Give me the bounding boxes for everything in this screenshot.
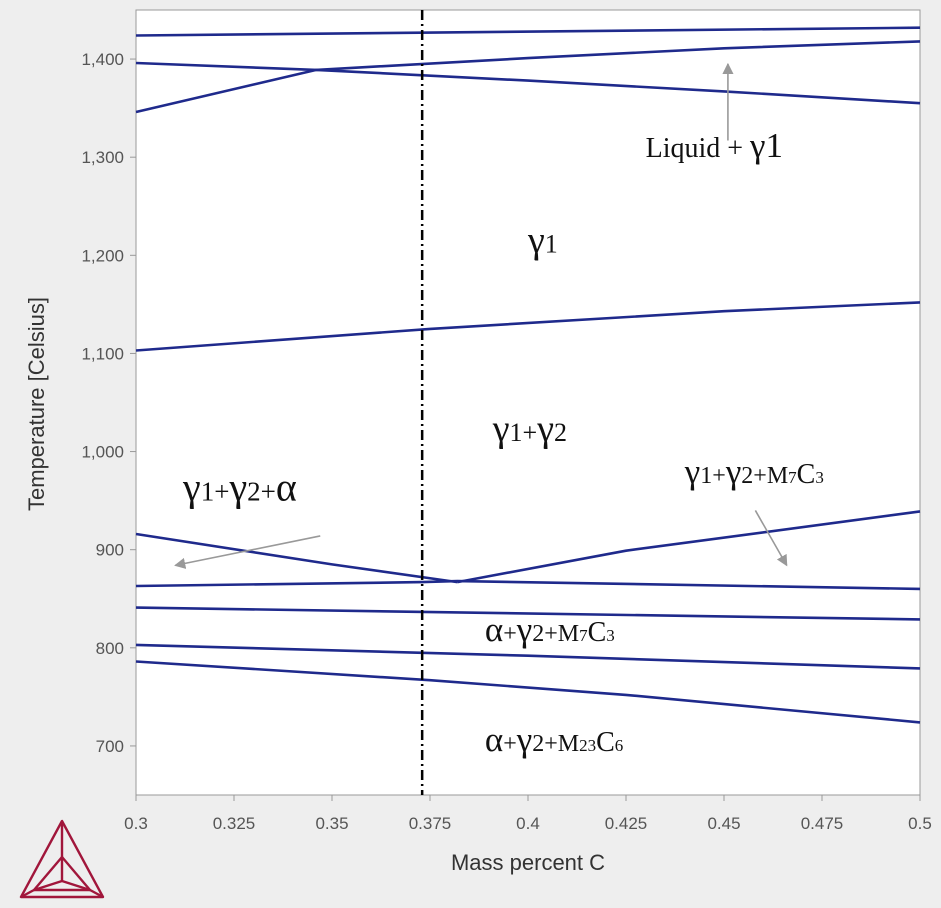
phase-label-part: 3 (606, 626, 615, 645)
x-tick-label: 0.4 (516, 814, 540, 833)
y-tick-label: 1,400 (81, 50, 124, 69)
x-tick-label: 0.325 (213, 814, 256, 833)
x-axis-ticks: 0.3 0.325 0.35 0.375 0.4 0.425 0.45 0.475 0.5 (124, 795, 932, 833)
y-tick-label: 900 (96, 541, 124, 560)
phase-label-part: γ (536, 408, 554, 450)
phase-label-part: 1+ (510, 418, 538, 447)
phase-boundary-3 (135, 61, 921, 105)
phase-boundary-8 (135, 606, 921, 621)
phase-label-part: 1+ (700, 463, 726, 489)
phase-boundary-7 (135, 579, 921, 591)
phase-boundary-5 (135, 532, 458, 584)
phase-region-label: γ1+γ2+M7C3 (684, 452, 824, 491)
annotation-layer: Liquid + γ1γ1γ1+γ2γ1+γ2+M7C3γ1+γ2+αα+γ2+… (174, 62, 824, 759)
phase-boundary-1 (135, 26, 921, 37)
phase-boundary-9 (135, 643, 921, 670)
phase-label-part: 3 (815, 468, 824, 487)
phase-label-part: C (797, 459, 816, 490)
phase-label-part: γ (725, 452, 741, 491)
phase-label-part: 7 (579, 626, 588, 645)
phase-label-part: α (276, 465, 297, 510)
annotation-arrow (754, 510, 788, 567)
phase-label-part: γ (182, 465, 201, 510)
y-tick-label: 1,300 (81, 148, 124, 167)
phase-label-part: 2+M (532, 621, 579, 647)
y-tick-label: 1,200 (81, 246, 124, 265)
phase-region-label: γ1+γ2 (492, 408, 567, 450)
phase-region-label: α+γ2+M7C3 (485, 610, 615, 649)
phase-label-part: + (503, 731, 517, 757)
thermo-calc-logo (19, 819, 105, 899)
phase-label-part: 1 (545, 229, 558, 258)
annotation-arrow (174, 535, 321, 569)
phase-label-part: 7 (788, 468, 797, 487)
x-tick-label: 0.45 (707, 814, 740, 833)
y-axis-ticks: 700 800 900 1,000 1,100 1,200 1,300 1,400 (81, 50, 136, 756)
y-tick-label: 800 (96, 639, 124, 658)
phase-label-part: α (485, 720, 503, 759)
phase-label-part: 1 (766, 126, 784, 165)
x-tick-label: 0.35 (315, 814, 348, 833)
phase-label-part: γ (516, 720, 532, 759)
y-tick-label: 1,100 (81, 344, 124, 363)
phase-label-part: C (596, 727, 615, 758)
phase-label-part: Liquid + (646, 133, 750, 164)
phase-boundary-2 (135, 40, 921, 114)
plot-area (135, 9, 921, 796)
x-tick-label: 0.475 (801, 814, 844, 833)
phase-label-part: γ (527, 219, 545, 261)
x-axis-label: Mass percent C (451, 850, 605, 875)
phase-boundary-4 (135, 301, 921, 352)
x-tick-label: 0.5 (908, 814, 932, 833)
phase-label-part: 6 (615, 736, 624, 755)
phase-boundary-6 (457, 510, 921, 584)
y-axis-label: Temperature [Celsius] (24, 297, 49, 511)
phase-label-part: + (503, 621, 517, 647)
phase-boundary-10 (135, 660, 921, 724)
phase-label-part: 1+ (201, 477, 230, 507)
y-tick-label: 1,000 (81, 443, 124, 462)
phase-region-label: Liquid + γ1 (646, 126, 783, 165)
phase-region-label: α+γ2+M23C6 (485, 720, 623, 759)
phase-label-part: γ (749, 126, 765, 165)
phase-label-part: 2+M (532, 731, 579, 757)
x-tick-label: 0.3 (124, 814, 148, 833)
series-layer (135, 26, 921, 724)
x-tick-label: 0.425 (605, 814, 648, 833)
phase-label-part: 23 (579, 736, 596, 755)
phase-label-part: α (485, 610, 503, 649)
phase-label-part: γ (684, 452, 700, 491)
phase-label-part: C (588, 617, 607, 648)
phase-label-part: 2 (554, 418, 567, 447)
phase-region-label: γ1 (527, 219, 558, 261)
x-tick-label: 0.375 (409, 814, 452, 833)
phase-region-label: γ1+γ2+α (182, 465, 297, 510)
y-tick-label: 700 (96, 737, 124, 756)
phase-label-part: γ (228, 465, 247, 510)
phase-label-part: γ (492, 408, 510, 450)
phase-label-part: 2+M (741, 463, 788, 489)
phase-label-part: γ (516, 610, 532, 649)
phase-label-part: 2+ (247, 477, 276, 507)
